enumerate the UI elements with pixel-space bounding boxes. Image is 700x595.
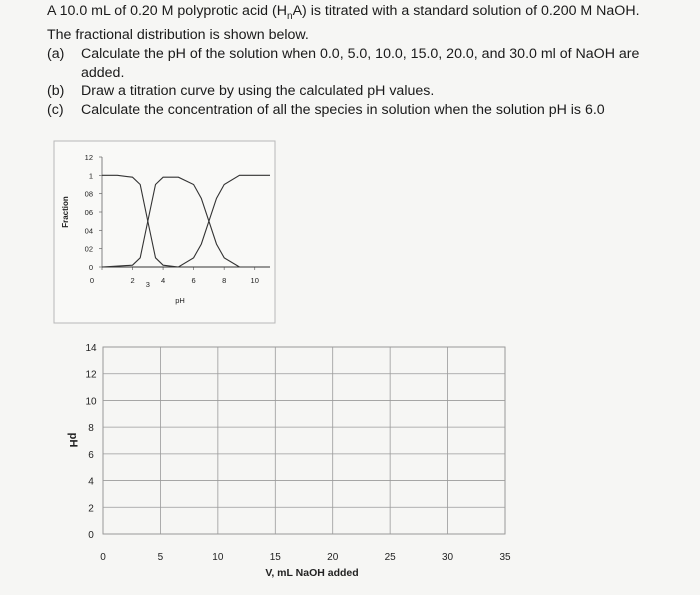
part-b: (b) Draw a titration curve by using the c… <box>47 82 695 101</box>
titration-y-tick-label: 4 <box>88 477 94 488</box>
titration-x-tick-label: 15 <box>270 552 282 563</box>
part-c: (c) Calculate the concentration of all th… <box>47 101 695 120</box>
part-b-text: Draw a titration curve by using the calc… <box>81 83 435 100</box>
dist-y-tick-label: 04 <box>85 226 93 235</box>
titration-plot-border <box>102 346 506 535</box>
titration-y-axis-title: pH <box>67 433 79 448</box>
titration-chart: 0 2 4 6 8 10 12 14 0 5 10 15 20 25 30 35 V, mL NaOH adde… <box>67 343 511 579</box>
dist-y-tick-label: 12 <box>85 153 93 162</box>
part-a: (a) Calculate the pH of the solution when… <box>47 45 695 82</box>
subscript-n: n <box>287 10 293 22</box>
dist-y-tick-label: 02 <box>85 245 93 254</box>
dist-y-axis-title: Fraction <box>61 196 70 228</box>
dist-y-tick-label: 0 <box>89 263 93 272</box>
distribution-chart-frame <box>53 140 276 324</box>
titration-x-tick-label: 0 <box>100 552 106 563</box>
titration-x-tick-label: 25 <box>385 552 397 563</box>
titration-y-tick-label: 12 <box>85 370 97 381</box>
dist-series-3-line <box>102 174 270 268</box>
part-c-label: (c) <box>47 101 64 118</box>
dist-x-tick-label: 2 <box>130 276 134 285</box>
titration-x-axis-title: V, mL NaOH added <box>265 567 358 579</box>
dist-x-tick-label: 3 <box>146 280 150 289</box>
dist-series-2-line <box>101 176 240 268</box>
question-text: A 10.0 mL of 0.20 M polyprotic acid (HnA… <box>47 2 695 119</box>
titration-y-tick-label: 2 <box>88 503 94 514</box>
titration-x-tick-label: 20 <box>327 552 339 563</box>
titration-y-tick-label: 10 <box>85 396 97 407</box>
part-b-label: (b) <box>47 83 65 100</box>
question-line-1-end: A) is titrated with a standard solution … <box>292 3 640 19</box>
dist-y-tick-label: 08 <box>85 190 93 199</box>
dist-y-tick-label: 06 <box>85 208 93 217</box>
titration-x-tick-label: 30 <box>442 552 454 563</box>
dist-x-tick-label: 10 <box>251 276 259 285</box>
dist-x-tick-label: 8 <box>222 276 226 285</box>
question-line-2: The fractional distribution is shown bel… <box>47 27 309 44</box>
part-a-label: (a) <box>47 46 65 63</box>
dist-x-tick-label: 4 <box>161 276 165 285</box>
titration-y-tick-label: 6 <box>88 450 94 461</box>
titration-y-tick-label: 0 <box>88 530 94 541</box>
dist-x-axis-title: pH <box>175 296 185 305</box>
titration-x-tick-label: 35 <box>499 552 511 563</box>
dist-x-tick-label: 6 <box>192 276 196 285</box>
titration-x-tick-label: 10 <box>212 552 224 563</box>
part-a-text: Calculate the pH of the solution when 0.… <box>81 46 640 81</box>
dist-x-tick-label: 0 <box>90 276 94 285</box>
titration-y-tick-label: 8 <box>88 423 94 434</box>
titration-y-tick-label: 14 <box>85 343 97 354</box>
dist-y-tick-label: 1 <box>89 171 93 180</box>
question-line-1: A 10.0 mL of 0.20 M polyprotic acid (HnA… <box>47 2 695 26</box>
titration-x-tick-label: 5 <box>158 552 164 563</box>
question-line-1-text: A 10.0 mL of 0.20 M polyprotic acid (H <box>47 3 287 19</box>
part-c-text: Calculate the concentration of all the s… <box>81 101 605 118</box>
